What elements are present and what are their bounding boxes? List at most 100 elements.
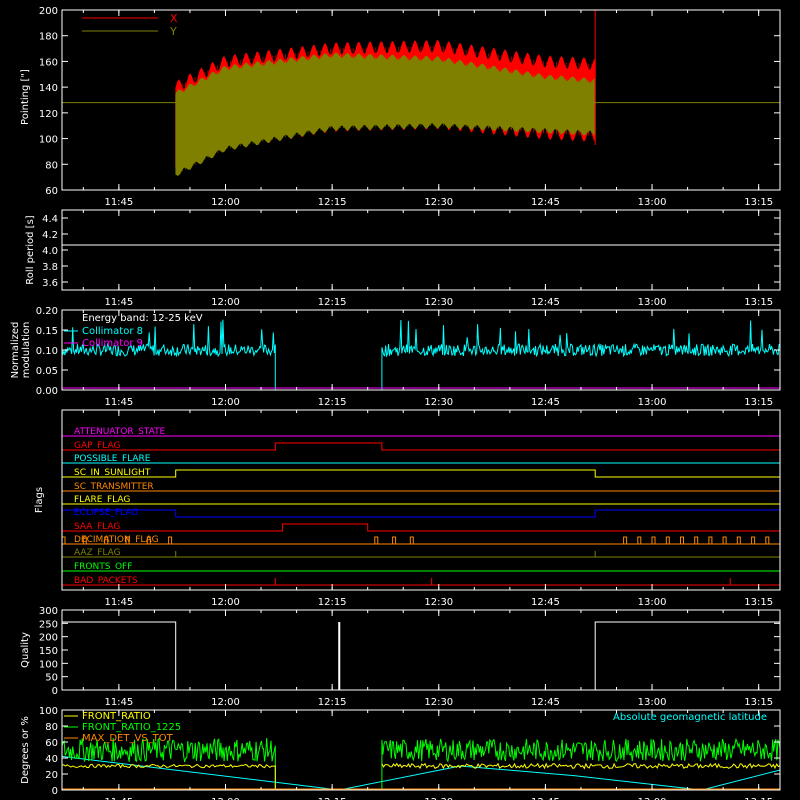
flags-panel: ATTENUATOR_STATE GAP_FLAG POSSIBLE_FLARE SC… [34,409,781,608]
flag-line-saa-flag [62,523,780,532]
geomagnetic-latitude-label: Absolute geomagnetic latitude [613,712,767,723]
x-tick-label: 12:30 [424,797,453,800]
flag-label: POSSIBLE_FLARE [74,454,151,464]
legend-front-ratio-1225-label: FRONT_RATIO_1225 [82,722,181,733]
flag-label: FRONTS_OFF [74,562,132,572]
x-tick-label: 12:30 [424,197,453,208]
quality-spike [338,622,341,690]
flag-label: DECIMATION_FLAG [74,535,159,545]
x-tick-label: 12:30 [424,297,453,308]
x-tick-label: 11:45 [104,697,133,708]
y-tick-label: 4.4 [42,214,58,225]
quality-panel: 11:45 12:00 12:15 12:30 12:45 13:00 13:15 0 50 10… [20,606,781,708]
modulation-ylabel-line2: modulation [21,322,32,379]
y-tick-label: 150 [39,646,58,657]
x-tick-label: 12:15 [318,597,347,608]
x-tick-label: 13:15 [744,697,773,708]
x-tick-label: 12:15 [318,397,347,408]
y-tick-label: 0.00 [36,386,58,397]
legend-y-label: Y [169,25,177,38]
panel-frame [61,409,781,591]
y-tick-label: 0 [52,786,58,797]
modulation-ylabel-line1: Normalized [10,322,21,379]
x-tick-label: 13:00 [638,197,667,208]
collimator-8-series-a [61,319,276,390]
decimation-flag-pulses [61,536,770,544]
y-tick-label: 4.2 [42,230,58,241]
x-tick-label: 12:45 [531,597,560,608]
flag-label: AAZ_FLAG [74,548,121,558]
quality-ylabel: Quality [20,632,31,668]
x-tick-label: 12:45 [531,697,560,708]
y-tick-label: 0.10 [36,346,58,357]
x-tick-label: 12:00 [211,197,240,208]
flag-label: FLARE_FLAG [74,495,130,505]
x-tick-label: 12:30 [424,597,453,608]
y-tick-label: 0 [52,686,58,697]
collimator-8-series-b [381,319,781,390]
y-tick-label: 60 [45,738,58,749]
y-tick-label: 4.0 [42,246,58,257]
modulation-panel: 11:45 12:00 12:15 12:30 12:45 13:00 13:15 0.00 0… [10,306,781,408]
y-tick-label: 50 [45,673,58,684]
flag-label: GAP_FLAG [74,441,120,451]
panel-frame [61,709,781,791]
x-tick-label: 13:00 [638,597,667,608]
x-tick-label: 13:00 [638,797,667,800]
ratios-legend: FRONT_RATIO FRONT_RATIO_1225 MAX_DET_VS_… [64,711,767,744]
x-tick-label: 11:45 [104,797,133,800]
x-tick-label: 12:00 [211,797,240,800]
legend-collimator-8-label: Collimator 8 [82,326,143,337]
x-tick-label: 12:15 [318,297,347,308]
x-tick-label: 13:15 [744,797,773,800]
x-tick-label: 12:30 [424,397,453,408]
legend-max-det-label: MAX_DET_VS_TOT [82,733,174,744]
flag-label: ECLIPSE_FLAG [74,508,138,518]
x-tick-label: 12:15 [318,797,347,800]
legend-x-label: X [170,12,178,25]
x-tick-label: 12:00 [211,297,240,308]
energy-band-label: Energy band: 12-25 keV [82,313,203,324]
x-tick-label: 12:45 [531,297,560,308]
y-tick-label: 0.05 [36,366,58,377]
x-tick-label: 12:00 [211,597,240,608]
roll-period-ylabel: Roll period [s] [25,215,36,284]
panel-frame [61,9,781,191]
y-tick-label: 60 [45,186,58,197]
y-tick-label: 80 [45,722,58,733]
x-tick-label: 12:45 [531,197,560,208]
front-ratio-1225-series-a [61,737,276,790]
y-tick-label: 200 [39,633,58,644]
flags-ylabel: Flags [34,487,45,513]
front-ratio-series-a [62,763,276,790]
y-tick-label: 100 [39,135,58,146]
x-tick-label: 13:00 [638,397,667,408]
y-tick-label: 100 [39,706,58,717]
y-tick-label: 160 [39,57,58,68]
flag-line-sc-in-sunlight [62,469,780,478]
y-tick-label: 120 [39,109,58,120]
y-tick-label: 300 [39,606,58,617]
y-tick-label: 3.6 [42,278,58,289]
x-tick-label: 12:15 [318,697,347,708]
x-tick-label: 12:00 [211,397,240,408]
x-tick-label: 12:15 [318,197,347,208]
flag-label: SC_IN_SUNLIGHT [74,468,151,478]
x-tick-label: 13:15 [744,597,773,608]
x-tick-label: 12:30 [424,697,453,708]
x-tick-label: 13:15 [744,197,773,208]
modulation-legend: Energy band: 12-25 keV Collimator 8 Coll… [64,313,203,349]
flag-label: BAD_PACKETS [74,576,138,586]
ratios-panel: 11:45 12:00 12:15 12:30 12:45 13:00 13:15 0 20 40… [20,706,781,800]
x-tick-label: 12:45 [531,797,560,800]
y-tick-label: 20 [45,770,58,781]
x-tick-label: 12:45 [531,397,560,408]
x-tick-label: 13:00 [638,697,667,708]
x-tick-label: 11:45 [104,597,133,608]
front-ratio-1225-series-b [381,737,781,790]
x-tick-label: 12:00 [211,697,240,708]
x-tick-label: 13:15 [744,397,773,408]
x-tick-label: 11:45 [104,197,133,208]
y-tick-label: 200 [39,6,58,17]
